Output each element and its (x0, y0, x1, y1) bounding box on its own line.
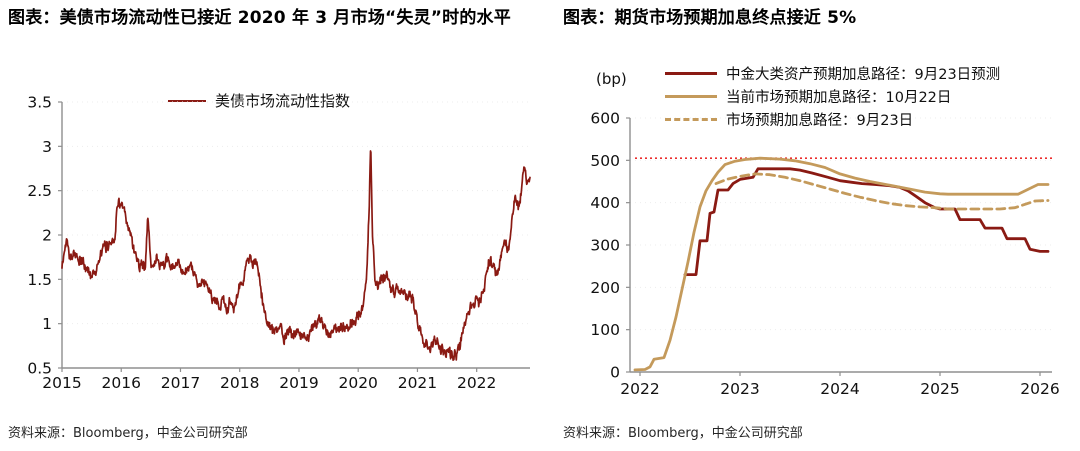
treasury-liquidity-chart-canvas: 0.5 1 1.5 2 2.5 3 3.5 2015 2016 2017 2018 2019 2020 2… (27, 94, 531, 392)
y-axis-tick-label: 1 (42, 315, 52, 333)
series-line-2 (714, 172, 1050, 211)
series-line-0 (61, 150, 531, 361)
x-axis-tick-label: 2022 (457, 374, 496, 392)
x-axis-tick-label: 2017 (161, 374, 200, 392)
y-axis-tick-label: 500 (590, 152, 620, 170)
legend-line-swatch-tan-dashed (665, 118, 717, 121)
x-axis-tick-label: 2022 (620, 380, 659, 398)
chart-title-right: 图表：期货市场预期加息终点接近 5% (563, 8, 857, 28)
rate-hike-chart-canvas: 0 100 200 300 400 500 600 2022 2023 2024 2025 2026 (590, 110, 1059, 399)
legend-label-sep-market-path: 市场预期加息路径：9月23日 (726, 113, 914, 129)
y-axis-tick-label: 3 (42, 138, 52, 156)
y-axis-tick-label: 3.5 (27, 94, 52, 112)
y-axis-tick-label: 100 (590, 321, 620, 339)
legend-right: 中金大类资产预期加息路径：9月23日预测 当前市场预期加息路径：10月22日 市… (665, 64, 1000, 129)
legend-label-current-market-path: 当前市场预期加息路径：10月22日 (726, 90, 952, 106)
source-note-left: 资料来源：Bloomberg，中金公司研究部 (8, 426, 248, 441)
x-axis-tick-label: 2023 (720, 380, 759, 398)
legend-item-sep-market-path: 市场预期加息路径：9月23日 (665, 110, 1000, 129)
legend-line-swatch-maroon-solid (665, 72, 717, 75)
legend-item-cicc-forecast: 中金大类资产预期加息路径：9月23日预测 (665, 64, 1000, 83)
panel-rate-hike-path: 图表：期货市场预期加息终点接近 5% (bp) 中金大类资产预期加息路径：9月2… (540, 0, 1080, 451)
y-axis-tick-label: 2 (42, 227, 52, 245)
series-line-0 (683, 167, 1050, 277)
x-axis-tick-label: 2016 (102, 374, 141, 392)
chart-title-left: 图表：美债市场流动性已接近 2020 年 3 月市场“失灵”时的水平 (8, 8, 511, 28)
legend-label-liquidity-index: 美债市场流动性指数 (215, 92, 351, 110)
y-axis-tick-label: 2.5 (27, 182, 52, 200)
y-axis-tick-label: 1.5 (27, 271, 52, 289)
legend-label-cicc-forecast: 中金大类资产预期加息路径：9月23日预测 (726, 67, 1001, 83)
legend-line-swatch-maroon (168, 99, 206, 102)
x-axis-tick-label: 2020 (338, 374, 377, 392)
x-axis-tick-label: 2018 (220, 374, 259, 392)
source-note-right: 资料来源：Bloomberg，中金公司研究部 (563, 426, 803, 441)
x-axis-tick-label: 2021 (398, 374, 437, 392)
legend-left: 美债市场流动性指数 (168, 90, 350, 111)
legend-item-current-market-path: 当前市场预期加息路径：10月22日 (665, 87, 1000, 106)
x-axis-tick-label: 2026 (1020, 380, 1059, 398)
y-axis-tick-label: 200 (590, 279, 620, 297)
panel-treasury-liquidity: 图表：美债市场流动性已接近 2020 年 3 月市场“失灵”时的水平 美债市场流… (8, 8, 531, 441)
x-axis-tick-label: 2025 (920, 380, 959, 398)
series-line-1 (633, 156, 1050, 372)
y-axis-unit-label: (bp) (596, 70, 627, 88)
x-axis-tick-label: 2019 (279, 374, 318, 392)
legend-line-swatch-tan-solid (665, 95, 717, 98)
y-axis-tick-label: 0.5 (27, 360, 52, 378)
x-axis-tick-label: 2015 (42, 374, 81, 392)
x-axis-tick-label: 2024 (820, 380, 859, 398)
y-axis-tick-label: 600 (590, 110, 620, 128)
y-axis-tick-label: 300 (590, 237, 620, 255)
y-axis-tick-label: 0 (610, 364, 620, 382)
y-axis-tick-label: 400 (590, 194, 620, 212)
